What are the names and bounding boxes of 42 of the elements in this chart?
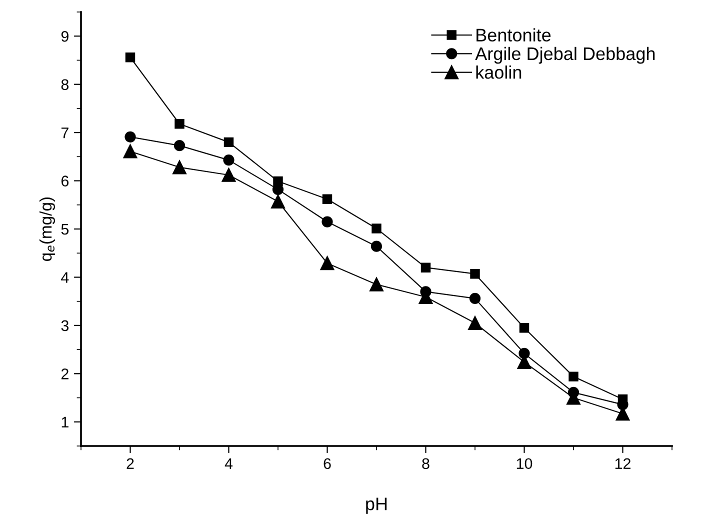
y-tick-label: 2 <box>61 368 68 380</box>
point <box>271 194 285 208</box>
y-tick-label: 7 <box>61 128 68 138</box>
y-tick-label: 5 <box>61 224 69 235</box>
y-tick-label: 9 <box>61 30 68 42</box>
point <box>370 278 384 292</box>
point <box>468 316 482 330</box>
point <box>420 262 431 272</box>
legend-label: Argile Djebal Debbagh <box>475 46 655 64</box>
y-tick-label: 1 <box>62 416 68 428</box>
y-tick-label: 3 <box>61 320 69 332</box>
point <box>172 160 186 174</box>
point <box>370 240 382 252</box>
point <box>174 140 186 152</box>
y-tick-label: 8 <box>61 79 69 90</box>
point <box>568 372 578 382</box>
y-tick-label: 6 <box>61 176 69 186</box>
point <box>125 52 136 62</box>
y-axis-title: q$_{e}$(mg/g) <box>39 197 56 261</box>
point <box>322 216 333 228</box>
legend-label: kaolin <box>476 66 522 79</box>
point <box>123 144 138 158</box>
x-tick-label: 12 <box>615 458 630 469</box>
x-tick-label: 8 <box>422 458 430 470</box>
point <box>469 292 481 304</box>
point <box>322 194 332 204</box>
point <box>372 224 382 234</box>
legend-label: Bentonite <box>476 28 551 42</box>
x-tick-label: 10 <box>516 458 532 470</box>
point <box>124 131 136 142</box>
point <box>174 119 184 129</box>
y-tick-label: 4 <box>61 272 69 283</box>
x-tick-label: 6 <box>324 458 331 470</box>
x-tick-label: 4 <box>224 458 233 469</box>
point <box>320 256 334 270</box>
point <box>519 322 530 333</box>
point <box>470 268 480 279</box>
x-tick-label: 2 <box>126 458 134 469</box>
point <box>224 137 234 148</box>
point <box>222 168 236 182</box>
point <box>223 154 234 166</box>
x-axis-title: pH <box>366 498 387 514</box>
